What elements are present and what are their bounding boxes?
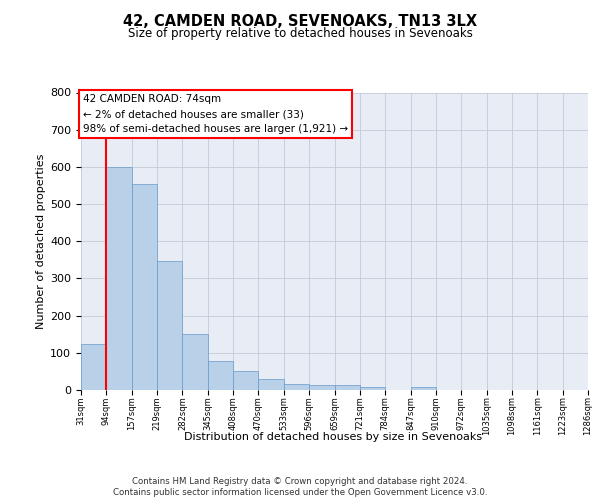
Bar	[132, 184, 157, 390]
Bar	[309, 385, 335, 390]
Bar	[233, 370, 259, 390]
Bar	[284, 384, 309, 390]
Y-axis label: Number of detached properties: Number of detached properties	[36, 154, 46, 329]
Bar	[410, 387, 436, 390]
Bar	[335, 385, 360, 390]
Bar	[81, 344, 106, 390]
Bar	[157, 260, 182, 390]
Bar	[182, 334, 208, 390]
Bar	[208, 362, 233, 390]
Text: Distribution of detached houses by size in Sevenoaks: Distribution of detached houses by size …	[184, 432, 482, 442]
Text: 42, CAMDEN ROAD, SEVENOAKS, TN13 3LX: 42, CAMDEN ROAD, SEVENOAKS, TN13 3LX	[123, 14, 477, 29]
Bar	[259, 379, 284, 390]
Text: Contains HM Land Registry data © Crown copyright and database right 2024.
Contai: Contains HM Land Registry data © Crown c…	[113, 478, 487, 497]
Text: Size of property relative to detached houses in Sevenoaks: Size of property relative to detached ho…	[128, 28, 472, 40]
Bar	[106, 167, 132, 390]
Bar	[360, 388, 385, 390]
Text: 42 CAMDEN ROAD: 74sqm
← 2% of detached houses are smaller (33)
98% of semi-detac: 42 CAMDEN ROAD: 74sqm ← 2% of detached h…	[83, 94, 348, 134]
